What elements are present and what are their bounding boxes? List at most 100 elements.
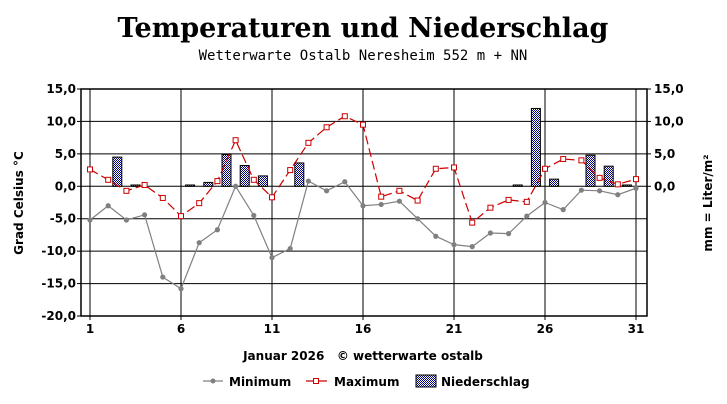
maximum-point bbox=[141, 181, 148, 188]
y-axis-right-label: mm = Liter/m² bbox=[701, 154, 715, 251]
precipitation-bar bbox=[257, 175, 268, 187]
maximum-point bbox=[560, 156, 567, 163]
minimum-point bbox=[615, 192, 621, 198]
legend-maximum: Maximum bbox=[306, 375, 399, 389]
legend-precipitation-label: Niederschlag bbox=[441, 375, 530, 389]
minimum-point bbox=[123, 217, 129, 223]
minimum-point bbox=[415, 216, 421, 222]
y-tick-label-left: -10,0 bbox=[41, 244, 76, 258]
minimum-point bbox=[342, 179, 348, 185]
minimum-point bbox=[487, 230, 493, 236]
minimum-point bbox=[433, 233, 439, 239]
maximum-point bbox=[87, 166, 93, 173]
chart-subtitle: Wetterwarte Ostalb Neresheim 552 m + NN bbox=[199, 48, 528, 64]
maximum-point bbox=[614, 181, 621, 188]
maximum-point bbox=[378, 193, 385, 200]
plot-frame bbox=[80, 88, 648, 317]
precipitation-bar bbox=[512, 184, 523, 187]
y-tick-label-left: 15,0 bbox=[46, 82, 76, 96]
precipitation-bar bbox=[621, 184, 632, 187]
precipitation-bar bbox=[130, 184, 141, 187]
y-tick-label-right: 5,0 bbox=[654, 147, 675, 161]
y-tick-label-right: 0,0 bbox=[654, 179, 675, 193]
y-tick-label-left: -15,0 bbox=[41, 277, 76, 291]
legend-maximum-label: Maximum bbox=[334, 375, 399, 389]
minimum-point bbox=[269, 255, 275, 261]
maximum-point bbox=[360, 121, 366, 128]
minimum-point bbox=[105, 203, 111, 209]
y-tick-label-left: 0,0 bbox=[55, 179, 76, 193]
precipitation-bar bbox=[112, 156, 123, 187]
x-tick-label: 21 bbox=[446, 322, 463, 336]
minimum-point bbox=[378, 201, 384, 208]
y-tick-label-right: 15,0 bbox=[654, 82, 684, 96]
maximum-point bbox=[178, 213, 184, 220]
minimum-point bbox=[360, 203, 366, 209]
precipitation-bar bbox=[585, 154, 596, 187]
maximum-point bbox=[596, 174, 603, 181]
y-axis-left-ticks: 15,0 10,0 5,0 0,0 -5,0 -10,0 -15,0 -20,0 bbox=[41, 82, 81, 323]
minimum-point bbox=[578, 187, 585, 193]
maximum-point bbox=[287, 167, 294, 174]
y-axis-left-label: Grad Celsius °C bbox=[12, 151, 26, 255]
precipitation-bar bbox=[603, 165, 614, 187]
minimum-point bbox=[87, 217, 93, 223]
y-axis-right-ticks: 15,0 10,0 5,0 0,0 bbox=[647, 82, 684, 193]
minimum-point bbox=[560, 207, 566, 213]
minimum-point bbox=[524, 213, 530, 219]
maximum-point bbox=[432, 165, 439, 172]
precipitation-bar bbox=[203, 181, 214, 187]
maximum-point bbox=[232, 137, 239, 144]
maximum-point bbox=[487, 204, 494, 211]
minimum-point bbox=[469, 244, 475, 250]
x-axis-label: Januar 2026 © wetterwarte ostalb bbox=[242, 349, 483, 363]
minimum-point bbox=[597, 188, 603, 194]
x-tick-label: 26 bbox=[537, 322, 554, 336]
x-tick-label: 31 bbox=[628, 322, 645, 336]
maximum-point bbox=[505, 196, 512, 203]
maximum-point bbox=[159, 194, 166, 201]
legend-minimum-label: Minimum bbox=[229, 375, 291, 389]
maximum-point bbox=[214, 178, 221, 185]
minimum-point bbox=[451, 242, 457, 248]
minimum-point bbox=[506, 231, 512, 237]
x-tick-label: 11 bbox=[264, 322, 281, 336]
y-tick-label-left: 10,0 bbox=[46, 114, 76, 128]
y-tick-label-right: 10,0 bbox=[654, 114, 684, 128]
maximum-point bbox=[250, 176, 257, 183]
minimum-point bbox=[287, 245, 293, 252]
maximum-point bbox=[578, 157, 585, 164]
x-axis-ticks: 1 6 11 16 21 26 31 bbox=[86, 316, 645, 336]
minimum-point bbox=[305, 178, 311, 184]
y-tick-label-left: -5,0 bbox=[50, 212, 76, 226]
minimum-point bbox=[396, 198, 402, 204]
precipitation-bars bbox=[112, 107, 632, 187]
precipitation-bar bbox=[239, 165, 250, 187]
maximum-point bbox=[542, 165, 548, 172]
legend-precipitation: Niederschlag bbox=[415, 374, 530, 389]
legend-minimum: Minimum bbox=[203, 375, 291, 389]
minimum-point bbox=[196, 240, 202, 246]
maximum-point bbox=[633, 176, 639, 183]
minimum-point bbox=[160, 274, 166, 280]
minimum-point bbox=[142, 212, 148, 218]
maximum-point bbox=[196, 200, 203, 207]
minimum-point bbox=[233, 183, 239, 189]
chart-title: Temperaturen und Niederschlag bbox=[118, 13, 609, 44]
x-tick-label: 1 bbox=[86, 322, 94, 336]
x-tick-label: 6 bbox=[177, 322, 185, 336]
maximum-point bbox=[451, 164, 457, 171]
precipitation-bar bbox=[549, 178, 560, 187]
maximum-point bbox=[469, 219, 476, 226]
minimum-point bbox=[251, 212, 257, 219]
y-tick-label-left: -20,0 bbox=[41, 309, 76, 323]
maximum-point bbox=[105, 176, 112, 183]
precipitation-bar bbox=[530, 107, 541, 187]
x-tick-label: 16 bbox=[355, 322, 372, 336]
maximum-point bbox=[414, 197, 421, 204]
precipitation-bar bbox=[294, 162, 305, 187]
maximum-point bbox=[323, 124, 330, 131]
minimum-point bbox=[633, 185, 639, 191]
maximum-point bbox=[269, 194, 275, 201]
